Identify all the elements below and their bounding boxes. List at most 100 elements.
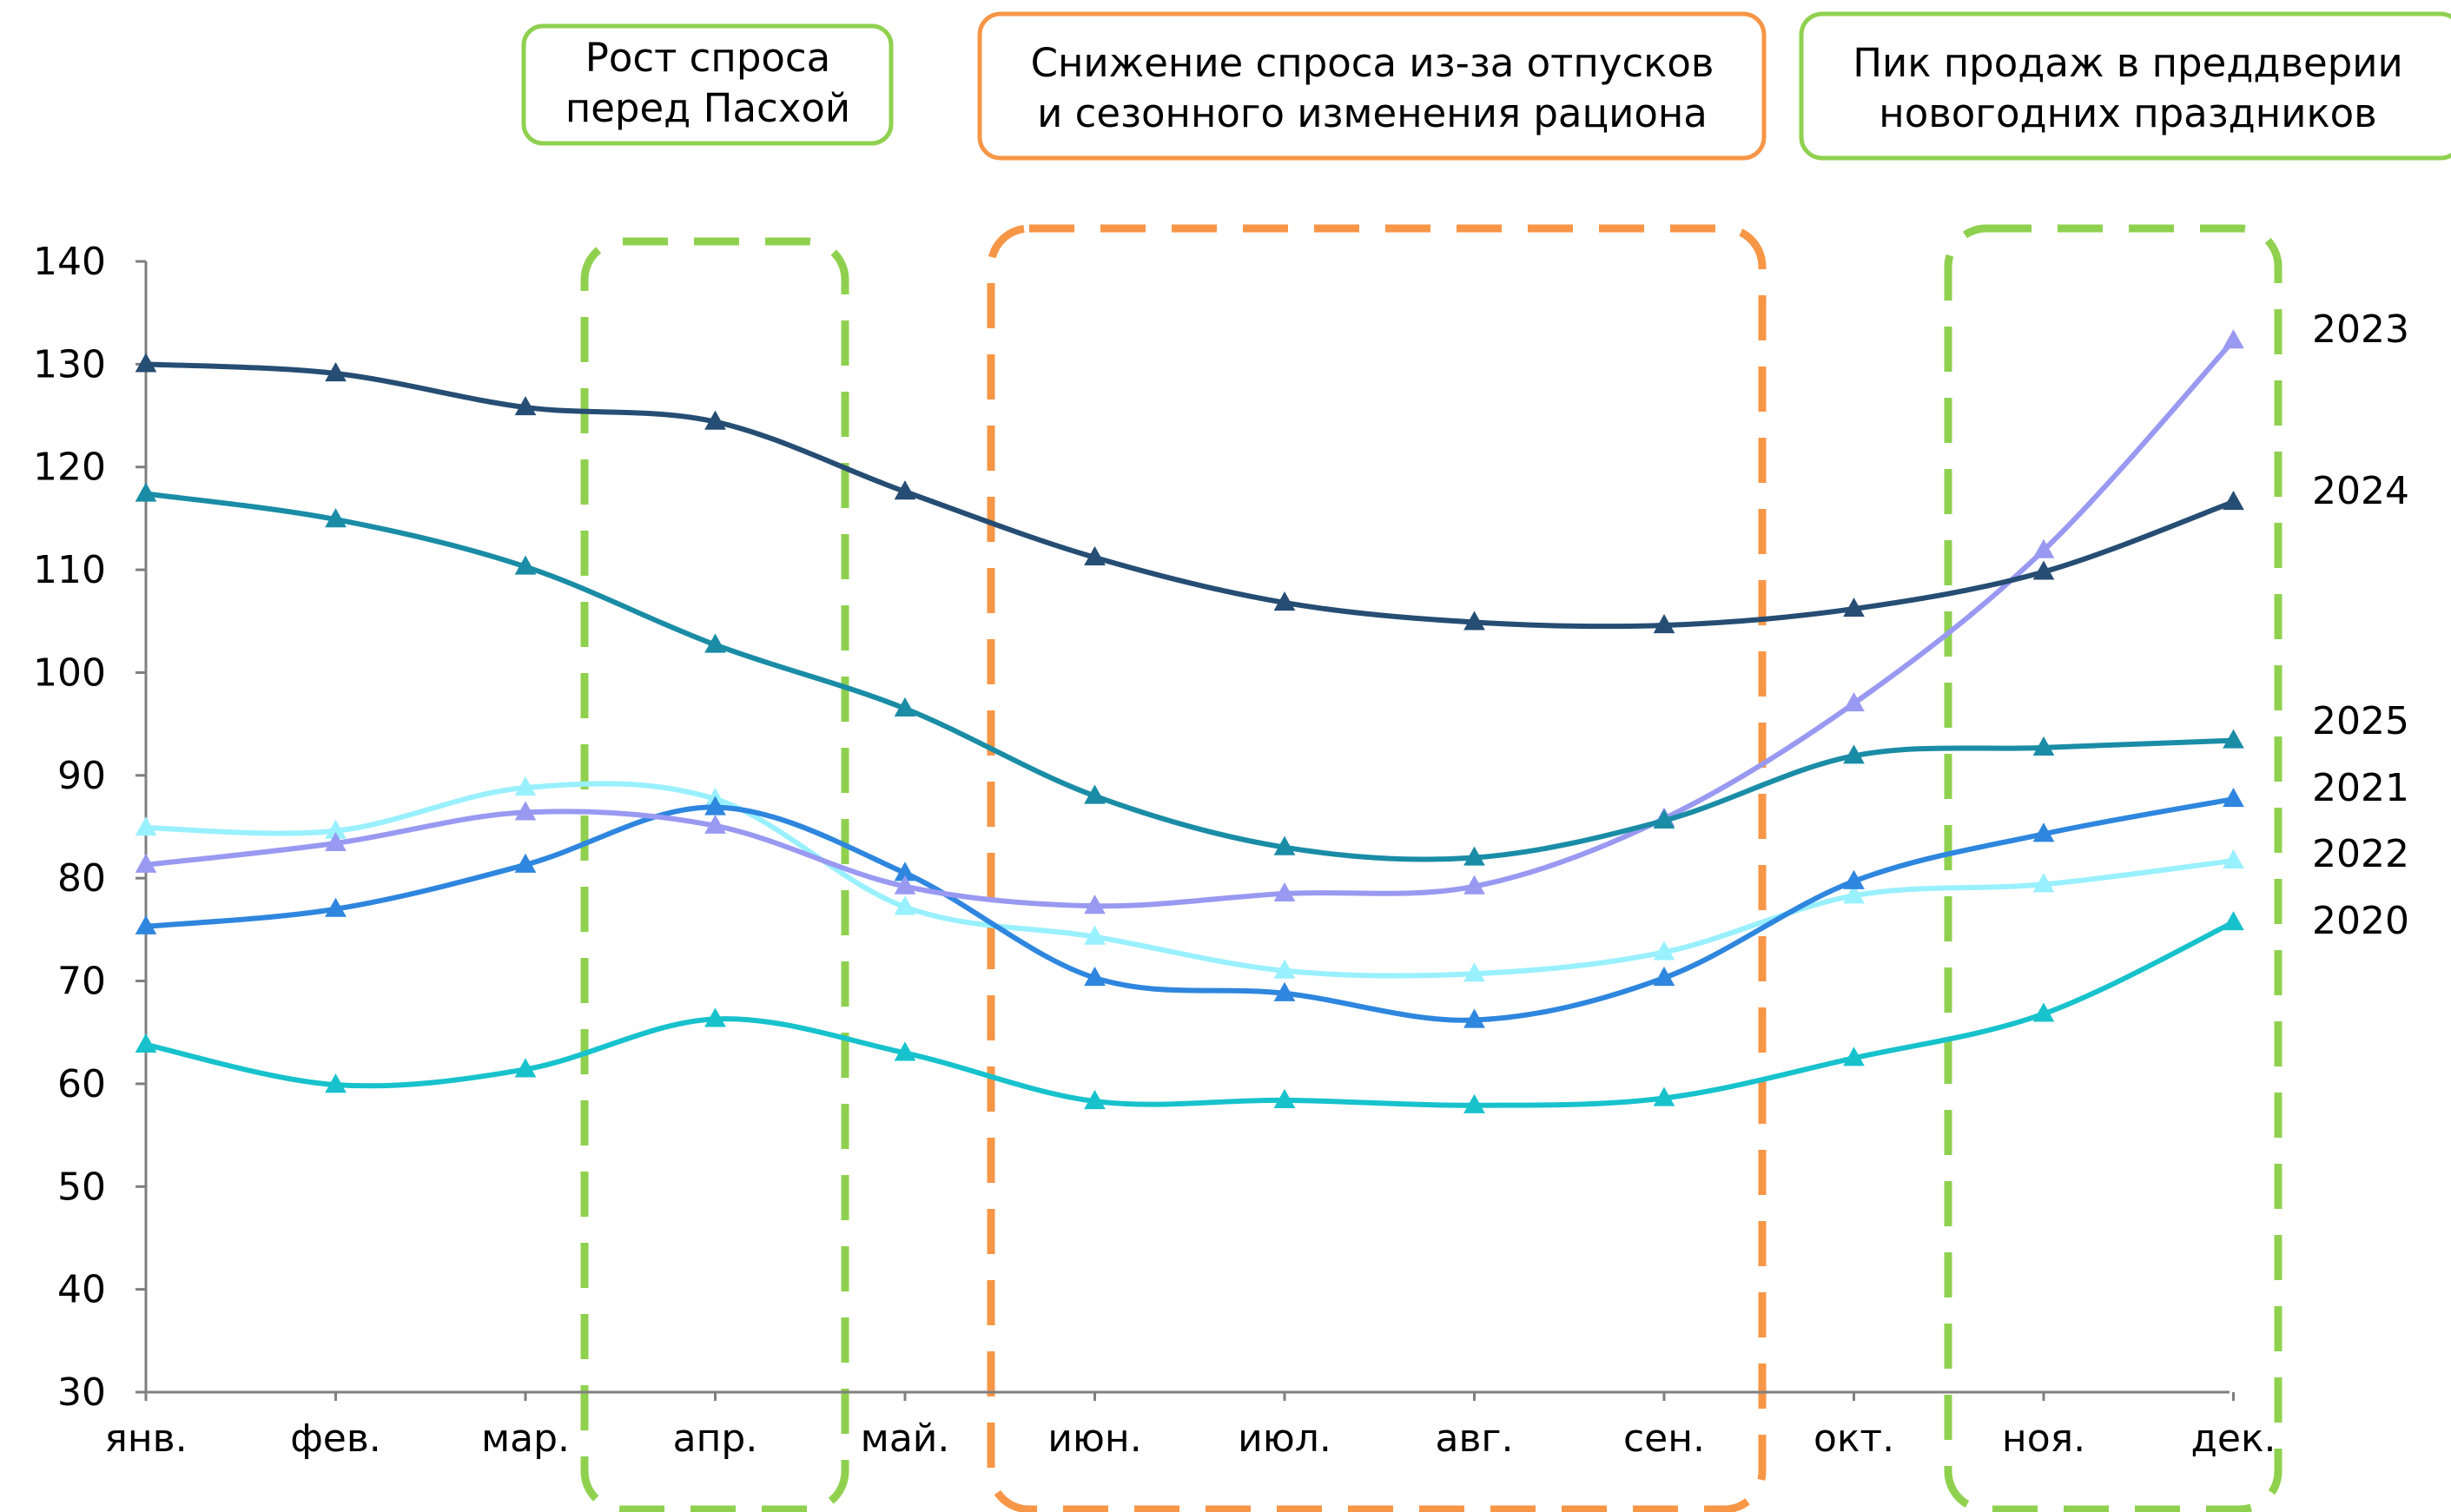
series-line [143, 781, 2236, 979]
x-tick-label: ноя. [2002, 1416, 2085, 1461]
data-point [1273, 1088, 1296, 1108]
annotation-box [521, 23, 894, 146]
data-point [2032, 873, 2055, 893]
annotation-line: новогодних праздников [1879, 90, 2376, 136]
x-tick-label: апр. [673, 1416, 758, 1461]
data-point [325, 819, 347, 839]
data-point [1843, 598, 1865, 617]
x-tick-label: дек. [2190, 1416, 2276, 1461]
data-point [1843, 884, 1865, 904]
data-point [1273, 835, 1296, 855]
y-axis-ticks: 30 40 50 60 70 80 90 100 110 120 130 140 [33, 240, 146, 1415]
annotation-box [977, 11, 1767, 161]
y-tick-label: 110 [33, 548, 106, 592]
data-point [1843, 744, 1865, 764]
x-axis-ticks: янв. фев. мар. апр. май. июн. июл. авг. сен. окт.… [104, 1392, 2276, 1461]
series-label: 2021 [2312, 766, 2409, 810]
data-point [1653, 809, 1675, 829]
data-point [325, 897, 347, 917]
data-point [1084, 895, 1106, 914]
data-point [1084, 925, 1106, 945]
x-tick-label: фев. [290, 1416, 381, 1461]
data-point [704, 814, 726, 834]
x-tick-label: сен. [1623, 1416, 1705, 1461]
data-point [325, 362, 347, 382]
data-point [1463, 962, 1485, 982]
data-point [2223, 911, 2244, 931]
data-point [1653, 941, 1675, 961]
data-point [2032, 736, 2055, 756]
annotation-box [1799, 11, 2451, 161]
series-label: 2023 [2312, 307, 2409, 352]
data-point [2032, 538, 2055, 558]
series-2022 [135, 776, 2244, 982]
series-labels: 2023 2024 2025 2021 2022 2020 [2312, 307, 2409, 943]
data-point [1843, 691, 1865, 712]
series-layer [135, 329, 2244, 1113]
data-point [894, 697, 916, 716]
x-tick-label: авг. [1436, 1416, 1514, 1461]
y-tick-label: 120 [33, 446, 106, 490]
annotation-newyear: Пик продаж в преддверии новогодних празд… [1799, 11, 2451, 161]
data-point [894, 895, 916, 915]
y-tick-label: 90 [57, 754, 106, 798]
y-tick-label: 80 [57, 856, 106, 901]
data-point [325, 508, 347, 528]
series-label: 2025 [2312, 699, 2409, 743]
data-point [514, 1058, 537, 1078]
series-2025 [135, 482, 2244, 866]
data-point [1653, 1086, 1675, 1106]
data-point [704, 796, 726, 815]
x-tick-label: май. [861, 1416, 950, 1461]
annotation-summer: Снижение спроса из-за отпусков и сезонно… [977, 11, 1767, 161]
series-label: 2022 [2312, 832, 2409, 876]
data-point [514, 853, 537, 873]
data-point [135, 1033, 157, 1053]
annotation-line: Снижение спроса из-за отпусков [1031, 40, 1714, 86]
data-point [1843, 1047, 1865, 1066]
data-point [704, 1007, 726, 1027]
data-point [704, 633, 726, 653]
data-point [2223, 329, 2244, 349]
data-point [894, 875, 916, 895]
data-point [514, 801, 537, 821]
data-point [1463, 875, 1485, 895]
data-point [325, 1073, 347, 1093]
data-point [1463, 846, 1485, 866]
y-tick-label: 60 [57, 1062, 106, 1106]
series-line [143, 796, 2236, 1023]
data-point [1463, 1008, 1485, 1028]
series-2020 [135, 911, 2244, 1113]
series-line [143, 920, 2236, 1108]
series-2024 [135, 353, 2244, 634]
data-point [2223, 849, 2244, 869]
data-point [135, 353, 157, 373]
data-point [1273, 981, 1296, 1001]
highlight-region-newyear [1944, 224, 2283, 1512]
series-label: 2024 [2312, 469, 2409, 513]
data-point [1273, 591, 1296, 611]
data-point [894, 862, 916, 881]
data-point [1084, 966, 1106, 987]
data-point [2032, 560, 2055, 580]
data-point [2223, 788, 2244, 808]
annotation-line: Рост спроса [585, 35, 831, 81]
y-tick-label: 100 [33, 650, 106, 695]
series-2021 [135, 788, 2244, 1028]
data-point [2223, 490, 2244, 511]
y-tick-label: 50 [57, 1165, 106, 1209]
y-tick-label: 130 [33, 342, 106, 386]
annotation-line: Пик продаж в преддверии [1853, 40, 2403, 86]
data-point [1084, 1090, 1106, 1110]
data-point [1084, 545, 1106, 565]
data-point [514, 776, 537, 796]
x-tick-label: июн. [1047, 1416, 1141, 1461]
data-point [135, 482, 157, 502]
annotation-easter: Рост спроса перед Пасхой [521, 23, 894, 146]
x-tick-label: июл. [1238, 1416, 1331, 1461]
data-point [514, 396, 537, 416]
annotation-line: и сезонного изменения рациона [1037, 90, 1708, 136]
x-tick-label: мар. [481, 1416, 570, 1461]
data-point [894, 480, 916, 500]
